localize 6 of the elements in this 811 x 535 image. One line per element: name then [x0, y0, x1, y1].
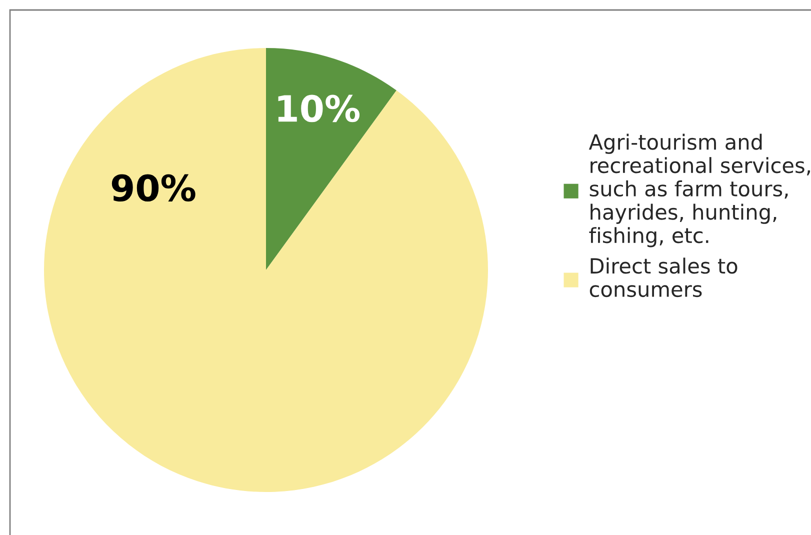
data-label: 10% — [278, 94, 360, 122]
pie-slice — [44, 48, 488, 492]
data-label: 90% — [112, 174, 196, 202]
legend-label: Direct sales to consumers — [590, 258, 738, 298]
pie-slice — [266, 48, 396, 270]
legend-label: Agri-tourism and recreational services, such as farm tours, hayrides, hunting, fishing, etc. — [588, 134, 810, 248]
